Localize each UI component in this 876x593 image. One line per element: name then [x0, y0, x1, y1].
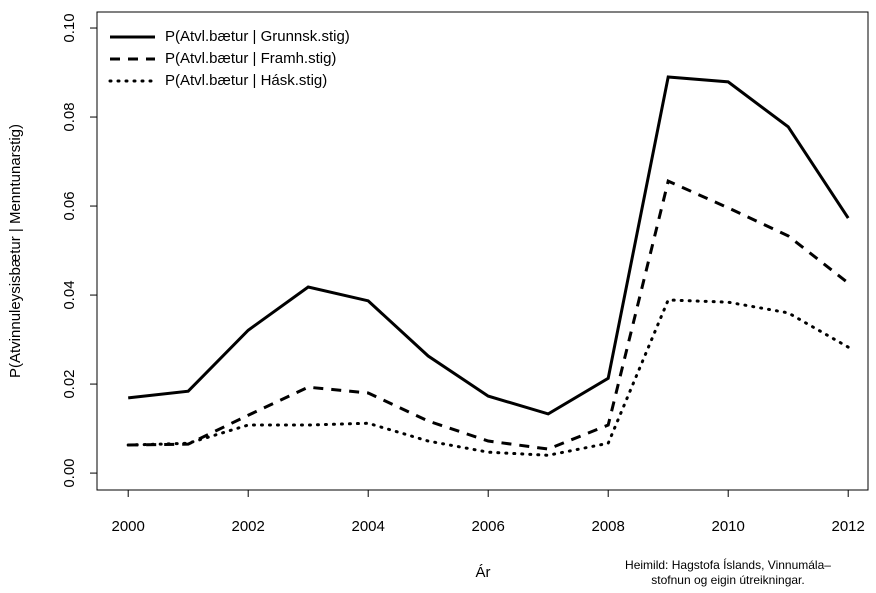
- series-line: [128, 75, 850, 416]
- x-tick-label: 2010: [712, 518, 745, 535]
- x-tick-label: 2002: [232, 518, 265, 535]
- x-axis-label: Ár: [476, 564, 491, 581]
- x-tick-label: 2004: [352, 518, 385, 535]
- series-line: [126, 298, 850, 457]
- series-line: [128, 179, 850, 451]
- y-axis-label: P(Atvinnuleysisbætur | Menntunarstig): [7, 124, 24, 378]
- legend-label: P(Atvl.bætur | Framh.stig): [165, 50, 336, 67]
- y-tick-label: 0.04: [61, 280, 78, 309]
- x-tick-label: 2000: [112, 518, 145, 535]
- y-tick-label: 0.06: [61, 191, 78, 220]
- x-tick-label: 2006: [472, 518, 505, 535]
- y-tick-label: 0.00: [61, 458, 78, 487]
- x-tick-label: 2008: [592, 518, 625, 535]
- y-tick-label: 0.02: [61, 369, 78, 398]
- y-tick-label: 0.08: [61, 102, 78, 131]
- y-tick-label: 0.10: [61, 13, 78, 42]
- legend-label: P(Atvl.bætur | Hásk.stig): [165, 72, 327, 89]
- legend-label: P(Atvl.bætur | Grunnsk.stig): [165, 28, 350, 45]
- source-note: stofnun og eigin útreikningar.: [651, 573, 804, 587]
- source-note: Heimild: Hagstofa Íslands, Vinnumála–: [625, 557, 831, 572]
- x-tick-label: 2012: [832, 518, 865, 535]
